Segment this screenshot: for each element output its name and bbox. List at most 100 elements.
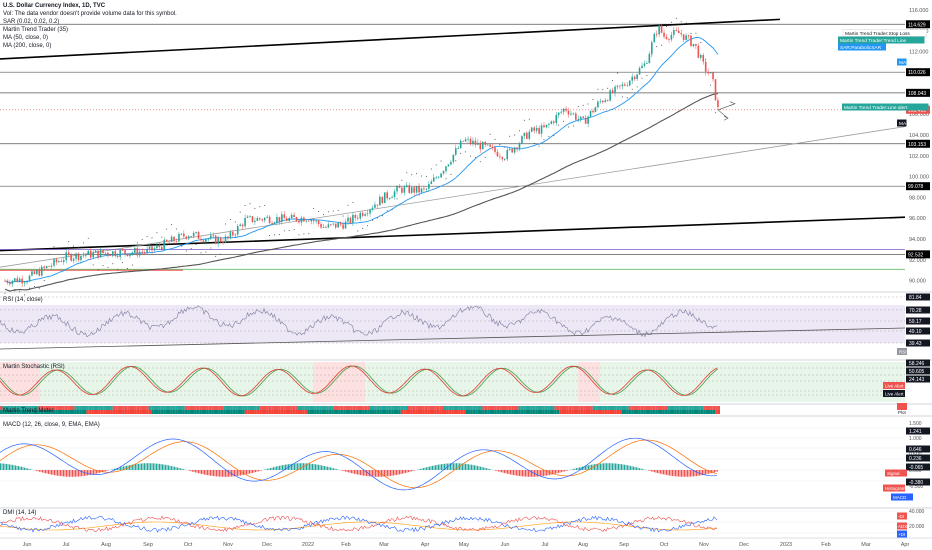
candle-body <box>227 236 229 239</box>
meter-cell <box>372 410 375 414</box>
meter-cell <box>530 406 533 410</box>
meter-cell <box>60 410 63 414</box>
macd-histogram-bar <box>619 463 621 470</box>
sar-dot <box>29 287 30 289</box>
meter-pane-label[interactable]: Martin Trend Meter <box>3 408 54 414</box>
candle-body <box>526 132 528 139</box>
candle-body <box>437 177 440 179</box>
candle-body <box>658 25 660 35</box>
macd-histogram-bar <box>702 470 703 476</box>
macd-histogram-bar <box>307 463 309 470</box>
meter-cell <box>369 410 372 414</box>
candle-body <box>406 185 408 188</box>
macd-histogram-bar <box>43 470 45 473</box>
rsi-tag: RSI <box>899 350 907 355</box>
dmi-pane-label[interactable]: DMI (14, 14) <box>3 510 37 516</box>
macd-histogram-bar <box>79 470 81 477</box>
candle-body <box>109 255 112 256</box>
meter-cell <box>566 406 569 410</box>
stoch-label-bg <box>906 375 930 383</box>
candle-body <box>146 248 148 253</box>
candle-body <box>489 144 491 147</box>
macd-histogram-bar <box>82 470 84 477</box>
sar-dot <box>661 44 663 46</box>
meter-cell <box>108 406 111 410</box>
meter-cell <box>424 406 428 410</box>
macd-histogram-bar <box>243 470 244 475</box>
macd-histogram-bar <box>468 464 469 470</box>
candle-body <box>457 148 460 149</box>
macd-histogram-bar <box>76 470 78 477</box>
macd-histogram-bar <box>75 470 76 477</box>
indicator-mtt-label[interactable]: Martin Trend Trader (35) <box>3 27 69 33</box>
meter-cell <box>492 410 495 414</box>
meter-cell <box>43 406 46 410</box>
meter-cell <box>278 410 281 414</box>
meter-cell <box>21 410 24 414</box>
meter-cell <box>146 410 149 414</box>
candle-body <box>102 250 104 253</box>
sar-dot <box>313 208 315 210</box>
macd-histogram-bar <box>220 470 222 477</box>
meter-tag: Plot <box>898 410 907 415</box>
meter-cell <box>580 410 584 414</box>
price-tick: 106.000 <box>909 112 929 118</box>
candle-body <box>151 246 153 251</box>
candle-body <box>85 254 87 256</box>
meter-cell <box>76 410 80 414</box>
meter-cell <box>552 406 555 410</box>
candle-body <box>200 238 202 241</box>
sar-dot <box>430 168 432 170</box>
macd-histogram-bar <box>250 470 252 474</box>
meter-cell <box>696 406 699 410</box>
meter-cell <box>619 406 622 410</box>
indicator-sar-label[interactable]: SAR (0.02, 0.02, 0.2) <box>3 19 60 25</box>
meter-cell <box>338 410 341 414</box>
candle-body <box>45 266 48 269</box>
candle-body <box>217 237 219 244</box>
meter-cell <box>158 410 161 414</box>
sar-dot <box>553 134 555 136</box>
meter-cell <box>386 406 389 410</box>
macd-histogram-bar <box>42 470 43 473</box>
meter-cell <box>24 410 27 414</box>
rsi-trend-line <box>0 327 906 350</box>
meter-cell <box>148 406 152 410</box>
dmi-tick: 40.000 <box>909 509 925 515</box>
meter-cell <box>50 406 53 410</box>
sar-dot <box>421 175 422 177</box>
macd-histogram-bar <box>484 467 486 470</box>
time-axis-label: 2023 <box>780 542 792 548</box>
macd-histogram-bar <box>69 470 70 477</box>
meter-cell <box>686 406 689 410</box>
meter-cell <box>136 410 140 414</box>
stoch-pane-label[interactable]: Martin Stochastic (RSI) <box>3 364 65 370</box>
candle-body <box>121 250 124 251</box>
meter-cell <box>295 406 298 410</box>
meter-cell <box>189 406 192 410</box>
macd-histogram-bar <box>351 470 352 474</box>
indicator-ma200-label[interactable]: MA (200, close, 0) <box>3 43 52 49</box>
meter-cell <box>172 406 176 410</box>
meter-cell <box>237 406 240 410</box>
macd-histogram-bar <box>210 470 211 476</box>
indicator-ma50-label[interactable]: MA (50, close, 0) <box>3 35 49 41</box>
macd-histogram-bar <box>148 463 150 470</box>
macd-histogram-bar <box>223 470 225 477</box>
meter-cell <box>266 406 269 410</box>
meter-cell <box>396 410 399 414</box>
macd-histogram-bar <box>372 470 373 477</box>
meter-cell <box>134 410 137 414</box>
meter-cell <box>681 406 684 410</box>
meter-cell <box>360 406 363 410</box>
macd-pane-label[interactable]: MACD (12, 26, close, 9, EMA, EMA) <box>3 422 100 428</box>
sar-dot <box>24 294 26 296</box>
rsi-pane-label[interactable]: RSI (14, close) <box>3 297 43 303</box>
candle-body <box>604 100 607 103</box>
meter-cell <box>127 410 130 414</box>
macd-histogram-bar <box>469 464 471 470</box>
macd-histogram-bar <box>615 463 616 470</box>
sar-dot <box>450 173 452 175</box>
candle-body <box>655 33 658 35</box>
